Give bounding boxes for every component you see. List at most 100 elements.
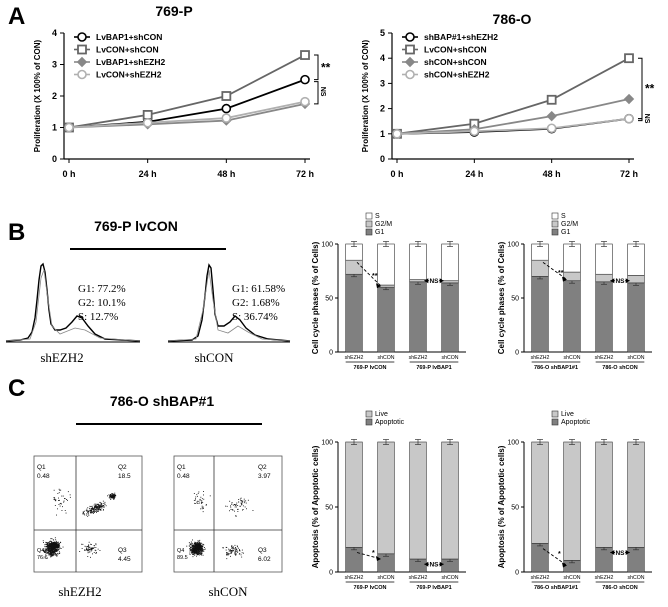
data-point	[624, 53, 634, 64]
event-dot	[50, 553, 52, 554]
event-dot	[199, 498, 201, 500]
event-dot	[196, 494, 198, 496]
event-dot	[199, 546, 200, 548]
sig-label: *	[558, 551, 561, 558]
event-dot	[197, 549, 199, 551]
event-dot	[52, 547, 54, 549]
x-tick-label: 72 h	[296, 169, 314, 179]
sig-label: *	[372, 550, 375, 557]
event-dot	[237, 511, 239, 512]
event-dot	[196, 547, 198, 549]
event-dot	[189, 552, 191, 554]
event-dot	[94, 506, 96, 508]
event-dot	[52, 554, 54, 556]
event-dot	[50, 552, 51, 553]
event-dot	[57, 542, 59, 544]
event-dot	[198, 500, 200, 502]
event-dot	[200, 547, 202, 549]
event-dot	[189, 550, 191, 552]
y-tick-label: 100	[507, 440, 519, 447]
event-dot	[54, 505, 56, 506]
event-dot	[48, 551, 50, 553]
event-dot	[237, 551, 239, 553]
event-dot	[189, 545, 191, 547]
event-dot	[51, 544, 53, 545]
event-dot	[52, 543, 54, 545]
event-dot	[52, 553, 54, 555]
event-dot	[201, 553, 203, 555]
event-dot	[115, 495, 117, 497]
event-dot	[46, 553, 48, 554]
event-dot	[112, 495, 114, 497]
flow-right-q1: Q1	[177, 464, 186, 471]
event-dot	[112, 494, 113, 496]
event-dot	[64, 498, 66, 500]
event-dot	[89, 551, 91, 553]
event-dot	[196, 542, 198, 544]
bar-segment	[441, 441, 459, 560]
event-dot	[52, 550, 54, 551]
event-dot	[103, 507, 105, 508]
event-dot	[94, 503, 96, 505]
event-dot	[230, 555, 231, 557]
flow-plot-right: Q1 0.48 Q2 3.97 Q3 6.02 Q4 89.5 shCON	[173, 455, 283, 599]
flow-right-q2: Q2	[258, 464, 267, 471]
event-dot	[198, 548, 200, 550]
legend-swatch	[365, 212, 373, 220]
event-dot	[90, 544, 92, 545]
data-point	[300, 96, 310, 107]
flow-right-q4-value: 89.5	[177, 555, 188, 561]
event-dot	[86, 550, 88, 551]
event-dot	[238, 547, 239, 549]
ns-arrowhead-left	[610, 278, 615, 284]
legend-label: Live	[561, 411, 574, 418]
event-dot	[242, 505, 244, 507]
event-dot	[93, 547, 95, 549]
event-dot	[196, 551, 197, 553]
event-dot	[55, 545, 56, 547]
bar-segment	[563, 441, 581, 561]
event-dot	[198, 554, 200, 556]
event-dot	[113, 498, 115, 500]
event-dot	[90, 510, 91, 512]
event-dot	[235, 552, 237, 554]
event-dot	[196, 546, 198, 548]
event-dot	[230, 550, 232, 552]
event-dot	[49, 543, 51, 545]
event-dot	[192, 549, 194, 551]
event-dot	[242, 502, 244, 504]
event-dot	[51, 552, 52, 554]
event-dot	[46, 548, 48, 550]
event-dot	[95, 505, 97, 507]
legend-label: S	[561, 213, 566, 220]
event-dot	[88, 549, 89, 551]
event-dot	[45, 551, 47, 553]
legend-label: G2/M	[561, 221, 578, 228]
event-dot	[49, 551, 51, 552]
event-dot	[196, 552, 198, 554]
ns-arrowhead-right	[439, 561, 444, 567]
event-dot	[58, 488, 60, 490]
flow-right-dots	[186, 491, 254, 560]
event-dot	[96, 552, 97, 554]
event-dot	[92, 511, 94, 513]
event-dot	[98, 509, 100, 511]
event-dot	[52, 543, 53, 545]
event-dot	[235, 516, 237, 517]
event-dot	[53, 539, 55, 541]
event-dot	[51, 542, 53, 544]
event-dot	[246, 508, 247, 510]
event-dot	[192, 550, 194, 552]
event-dot	[97, 548, 99, 550]
event-dot	[46, 543, 48, 545]
event-dot	[233, 547, 235, 549]
event-dot	[195, 548, 196, 550]
event-dot	[55, 549, 57, 550]
event-dot	[54, 554, 56, 556]
event-dot	[196, 549, 198, 551]
event-dot	[203, 549, 205, 551]
event-dot	[53, 489, 55, 491]
event-dot	[204, 548, 206, 550]
y-tick-label: 3	[52, 60, 57, 70]
histogram-title: 769-P lvCON	[94, 218, 178, 234]
